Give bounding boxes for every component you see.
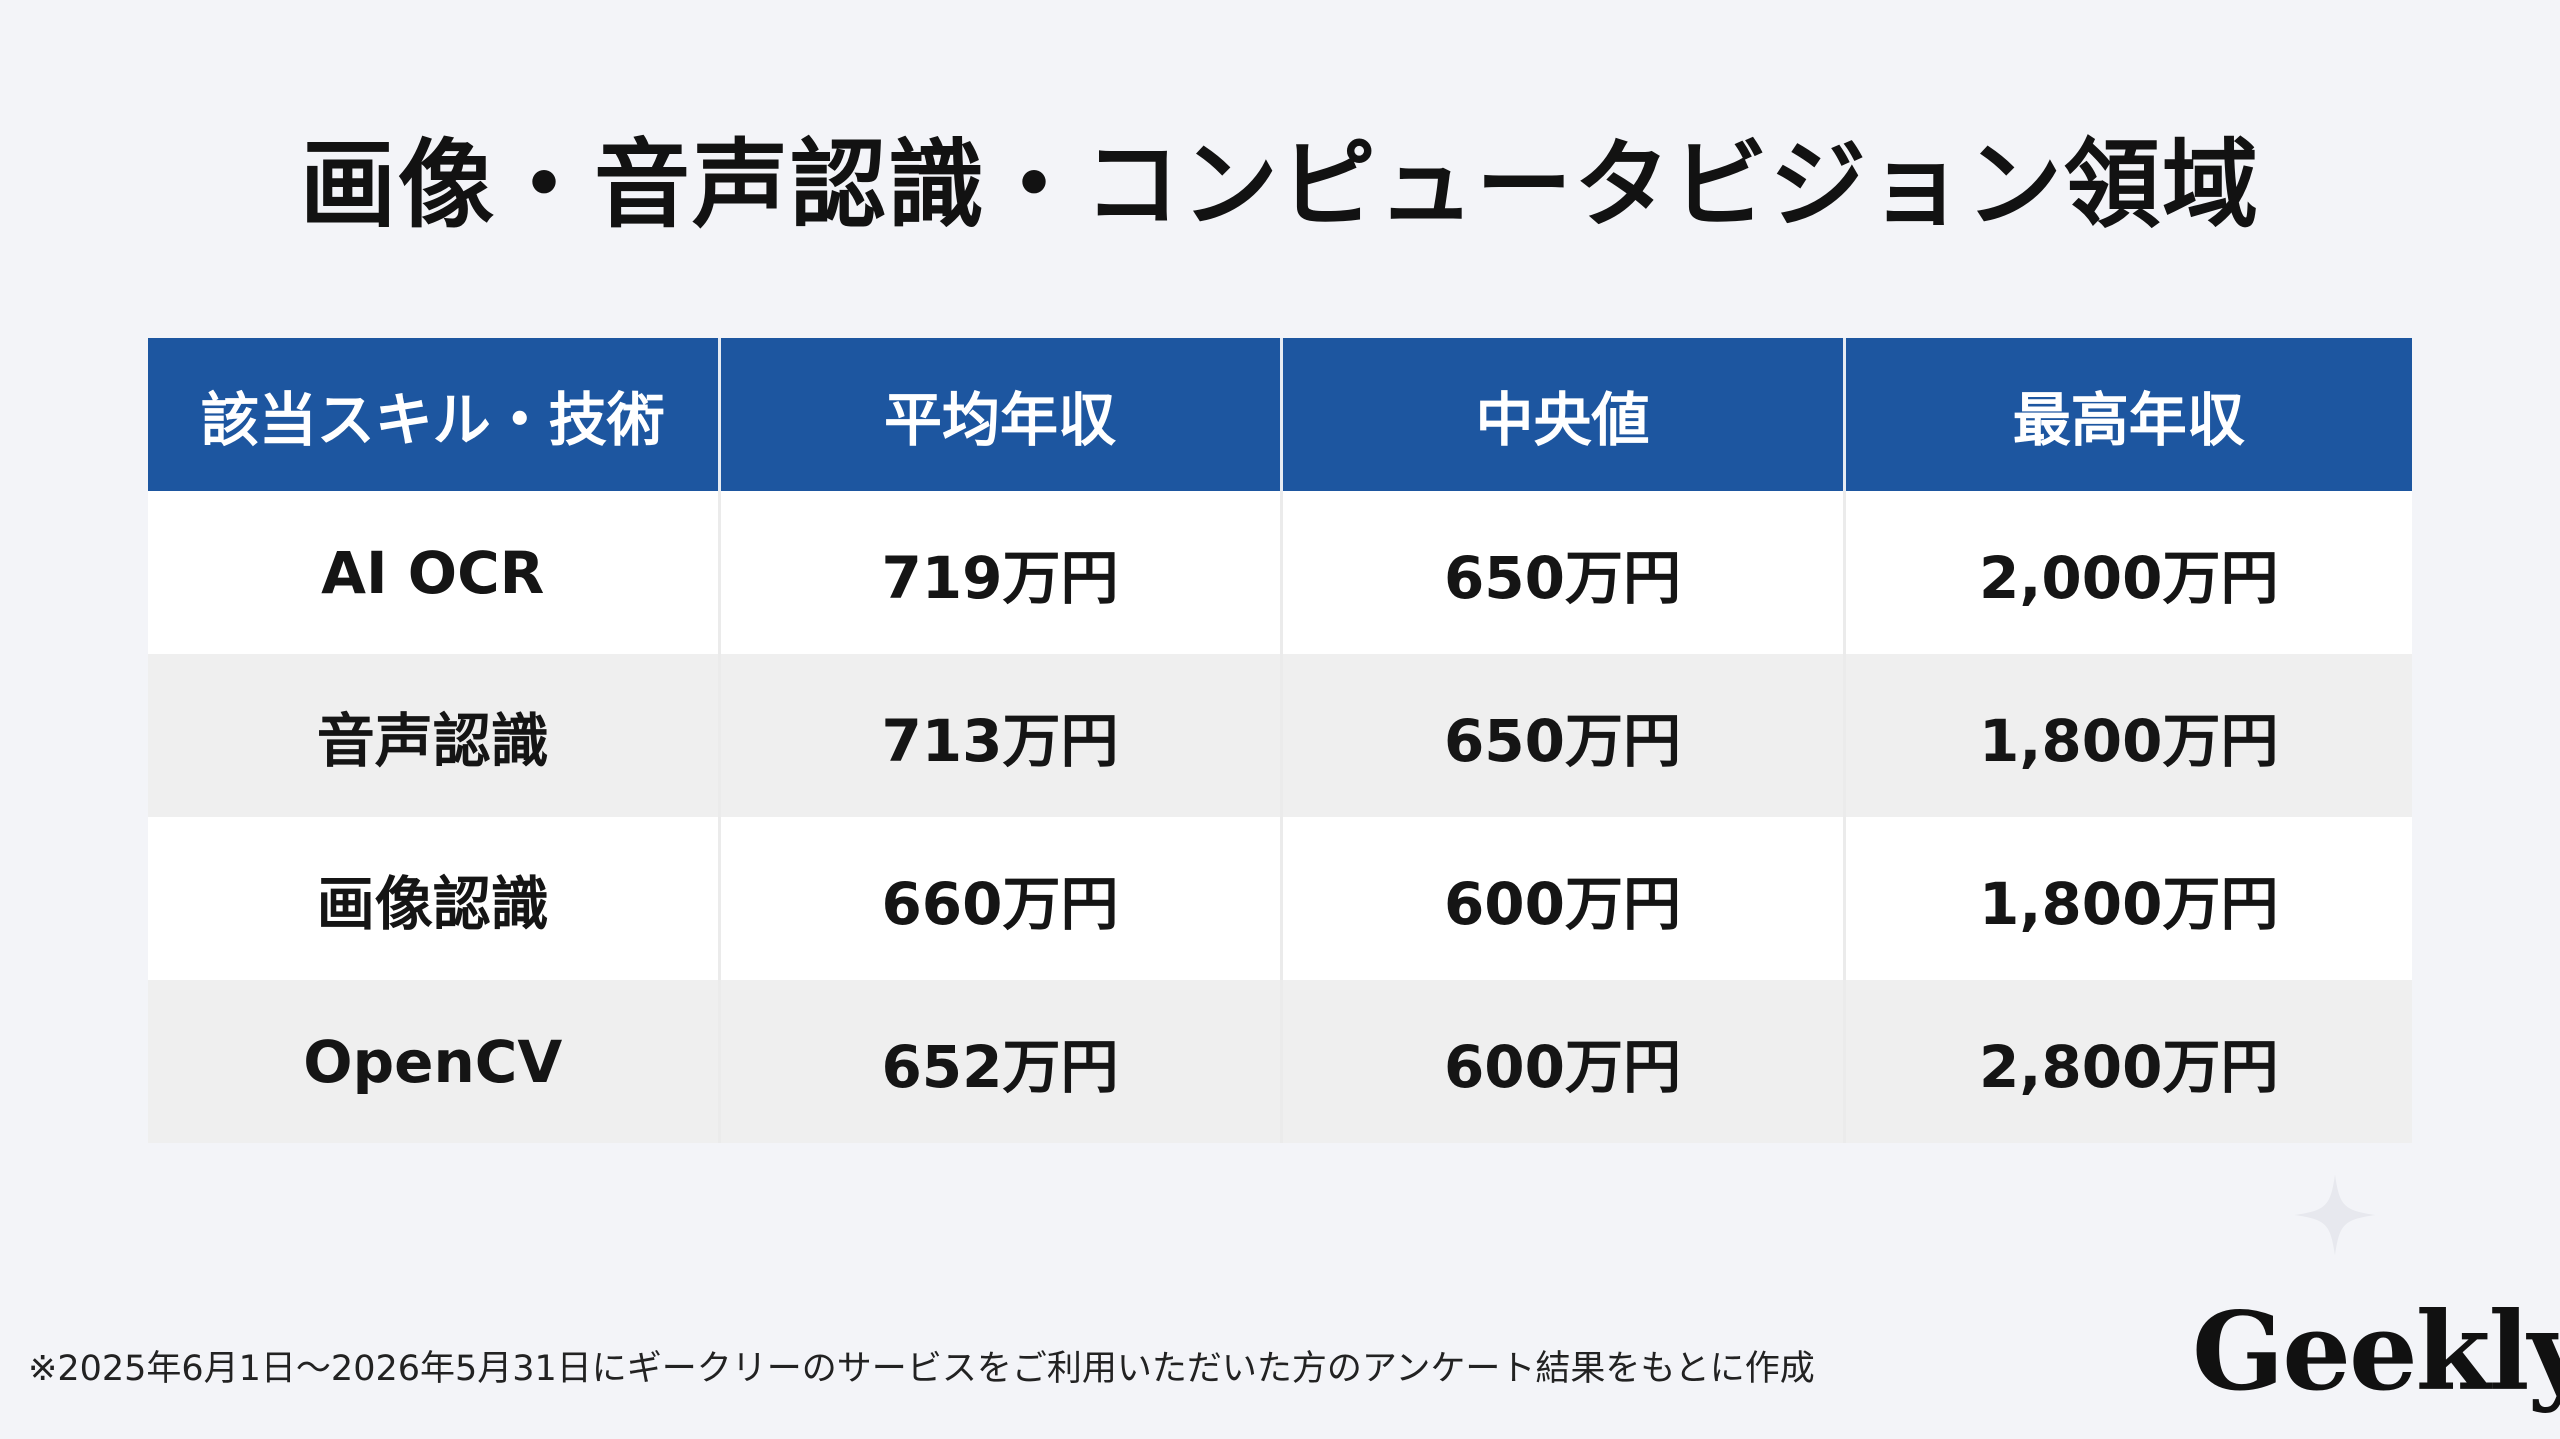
cell-average-salary: 713万円 xyxy=(719,654,1283,817)
header-max-salary: 最高年収 xyxy=(1844,338,2412,491)
cell-skill: OpenCV xyxy=(148,980,721,1143)
sparkle-icon xyxy=(2294,1174,2376,1256)
table-row: 画像認識 660万円 600万円 1,800万円 xyxy=(148,817,2412,980)
cell-median: 650万円 xyxy=(1281,491,1846,654)
table-header-row: 該当スキル・技術 平均年収 中央値 最高年収 xyxy=(148,338,2412,491)
cell-median: 600万円 xyxy=(1281,817,1846,980)
header-median: 中央値 xyxy=(1281,338,1846,491)
cell-skill: 音声認識 xyxy=(148,654,721,817)
table-row: 音声認識 713万円 650万円 1,800万円 xyxy=(148,654,2412,817)
cell-skill: AI OCR xyxy=(148,491,721,654)
cell-median: 600万円 xyxy=(1281,980,1846,1143)
cell-skill: 画像認識 xyxy=(148,817,721,980)
cell-average-salary: 652万円 xyxy=(719,980,1283,1143)
table-row: OpenCV 652万円 600万円 2,800万円 xyxy=(148,980,2412,1143)
table-row: AI OCR 719万円 650万円 2,000万円 xyxy=(148,491,2412,654)
cell-max-salary: 1,800万円 xyxy=(1844,817,2412,980)
cell-max-salary: 2,800万円 xyxy=(1844,980,2412,1143)
cell-average-salary: 719万円 xyxy=(719,491,1283,654)
page-title: 画像・音声認識・コンピュータビジョン領域 xyxy=(300,129,2260,241)
salary-table: 該当スキル・技術 平均年収 中央値 最高年収 AI OCR 719万円 650万… xyxy=(148,338,2412,1143)
cell-max-salary: 2,000万円 xyxy=(1844,491,2412,654)
cell-max-salary: 1,800万円 xyxy=(1844,654,2412,817)
geekly-logo: Geekly xyxy=(2192,1289,2560,1415)
header-average-salary: 平均年収 xyxy=(719,338,1283,491)
cell-median: 650万円 xyxy=(1281,654,1846,817)
cell-average-salary: 660万円 xyxy=(719,817,1283,980)
footnote: ※2025年6月1日〜2026年5月31日にギークリーのサービスをご利用いただい… xyxy=(28,1349,1815,1389)
header-skill: 該当スキル・技術 xyxy=(148,338,721,491)
